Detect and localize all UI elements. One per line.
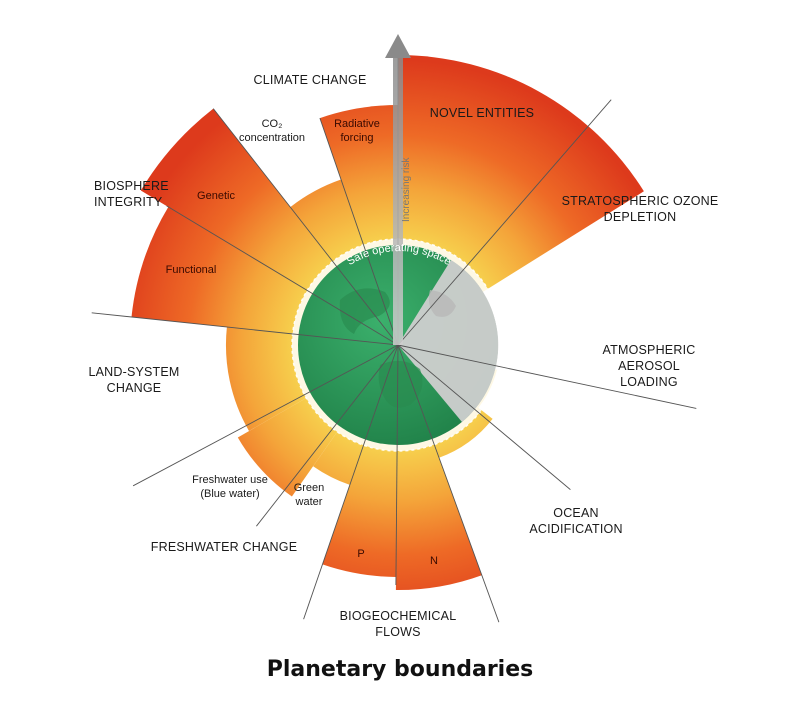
label-aerosol-1: ATMOSPHERIC xyxy=(603,343,696,357)
label-land-1: LAND-SYSTEM xyxy=(88,365,179,379)
label-co2-2: concentration xyxy=(239,132,305,144)
divider-line-2 xyxy=(397,99,612,346)
divider-line-10 xyxy=(91,312,399,346)
label-ozone-2: DEPLETION xyxy=(604,210,677,224)
divider-line-5 xyxy=(397,344,500,623)
divider-line-6 xyxy=(395,344,399,586)
label-genetic: Genetic xyxy=(197,190,235,202)
label-ozone-1: STRATOSPHERIC OZONE xyxy=(562,194,719,208)
label-functional: Functional xyxy=(166,264,217,276)
diagram-title: Planetary boundaries xyxy=(266,657,534,682)
label-phosphorus: P xyxy=(357,548,364,560)
arrow-label: Increasing risk xyxy=(401,157,412,222)
label-radiative-2: forcing xyxy=(340,132,373,144)
increasing-risk-arrow: Increasing risk xyxy=(385,34,412,345)
label-radiative-1: Radiative xyxy=(334,118,380,130)
label-biosphere-2: INTEGRITY xyxy=(94,195,163,209)
label-novel-entities: NOVEL ENTITIES xyxy=(430,106,534,120)
label-aerosol-2: AEROSOL xyxy=(618,359,680,373)
label-biogeo-2: FLOWS xyxy=(375,625,420,639)
divider-line-8 xyxy=(256,344,399,527)
divider-line-9 xyxy=(132,344,399,487)
divider-line-12 xyxy=(212,108,399,346)
label-climate-change: CLIMATE CHANGE xyxy=(254,73,367,87)
label-ocean-1: OCEAN xyxy=(553,506,598,520)
label-land-2: CHANGE xyxy=(107,381,162,395)
label-ocean-2: ACIDIFICATION xyxy=(529,522,622,536)
divider-line-4 xyxy=(397,344,571,490)
arrow-shaft xyxy=(393,52,403,345)
divider-line-13 xyxy=(319,117,399,346)
boundary-dividers xyxy=(91,45,697,623)
label-biogeo-1: BIOGEOCHEMICAL xyxy=(340,609,457,623)
label-green-water-1: Green xyxy=(294,482,325,494)
label-aerosol-3: LOADING xyxy=(620,375,678,389)
label-nitrogen: N xyxy=(430,555,438,567)
label-biosphere-1: BIOSPHERE xyxy=(94,179,169,193)
label-blue-water-1: Freshwater use xyxy=(192,474,268,486)
divider-line-3 xyxy=(397,344,697,409)
divider-line-7 xyxy=(303,344,399,620)
label-green-water-2: water xyxy=(295,496,323,508)
label-blue-water-2: (Blue water) xyxy=(200,488,259,500)
label-freshwater: FRESHWATER CHANGE xyxy=(151,540,297,554)
arrow-up-icon xyxy=(385,34,411,58)
divider-line-11 xyxy=(166,205,399,346)
label-co2-1: CO₂ xyxy=(262,118,283,130)
